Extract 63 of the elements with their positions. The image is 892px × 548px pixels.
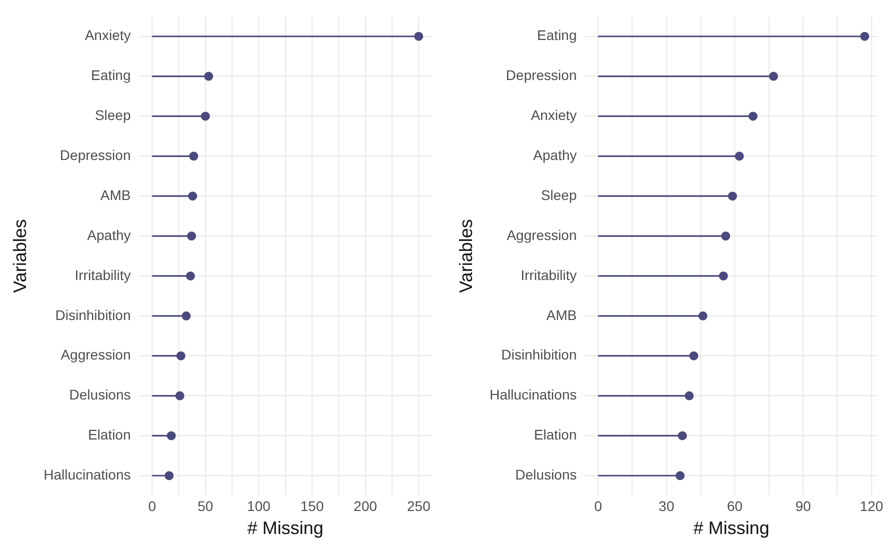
y-tick-label: Hallucinations — [490, 386, 577, 403]
point — [187, 232, 196, 241]
y-tick-label: Irritability — [74, 266, 131, 283]
point — [166, 431, 176, 440]
y-tick-label: Apathy — [87, 226, 131, 243]
point — [182, 311, 191, 320]
y-tick-label: Apathy — [533, 147, 577, 164]
x-tick-label: 200 — [354, 498, 378, 514]
y-tick-label: Elation — [534, 426, 577, 443]
x-tick-label: 0 — [148, 498, 156, 514]
y-tick-label: Eating — [91, 67, 131, 84]
x-tick-label: 0 — [594, 498, 602, 514]
point — [734, 152, 744, 161]
x-tick-label: 250 — [406, 498, 431, 514]
x-tick-label: 150 — [300, 498, 324, 514]
y-axis-title: Variables — [456, 219, 476, 293]
point — [204, 72, 214, 81]
x-tick-label: 90 — [795, 498, 812, 514]
point — [698, 311, 708, 320]
point — [414, 32, 424, 41]
y-tick-label: Depression — [60, 147, 131, 164]
point — [721, 232, 730, 241]
point — [684, 391, 694, 400]
x-tick-label: 30 — [658, 498, 674, 514]
y-tick-label: Disinhibition — [501, 346, 577, 363]
y-axis-title: Variables — [10, 219, 30, 293]
point — [676, 471, 685, 480]
x-tick-label: 120 — [860, 498, 884, 514]
point — [186, 271, 195, 280]
y-tick-label: Delusions — [69, 386, 131, 403]
x-tick-label: 60 — [727, 498, 743, 514]
y-tick-label: Aggression — [506, 226, 577, 243]
x-tick-label: 50 — [198, 498, 214, 514]
y-tick-label: Disinhibition — [55, 306, 131, 323]
y-tick-label: Anxiety — [84, 27, 131, 44]
y-tick-label: AMB — [546, 306, 577, 323]
point — [689, 351, 698, 360]
point — [175, 391, 184, 400]
point — [860, 32, 870, 41]
x-tick-label: 100 — [247, 498, 271, 514]
y-tick-label: Depression — [506, 67, 577, 84]
point — [200, 112, 210, 121]
y-tick-label: Hallucinations — [44, 466, 131, 482]
y-tick-label: Elation — [88, 426, 131, 443]
y-tick-label: Sleep — [540, 186, 577, 203]
point — [728, 192, 738, 201]
point — [718, 271, 728, 280]
y-tick-label: Anxiety — [530, 107, 577, 124]
point — [769, 72, 778, 81]
y-tick-label: Aggression — [60, 346, 131, 363]
x-axis-title: # Missing — [247, 518, 324, 538]
y-tick-label: Eating — [537, 27, 577, 44]
x-axis-title: # Missing — [693, 518, 770, 538]
point — [164, 471, 174, 480]
point — [678, 431, 687, 440]
point — [189, 152, 198, 161]
point — [748, 112, 758, 121]
point — [188, 192, 198, 201]
point — [176, 351, 186, 360]
y-tick-label: AMB — [100, 186, 131, 203]
y-tick-label: Sleep — [94, 107, 131, 124]
y-tick-label: Delusions — [515, 466, 577, 482]
y-tick-label: Irritability — [520, 266, 577, 283]
